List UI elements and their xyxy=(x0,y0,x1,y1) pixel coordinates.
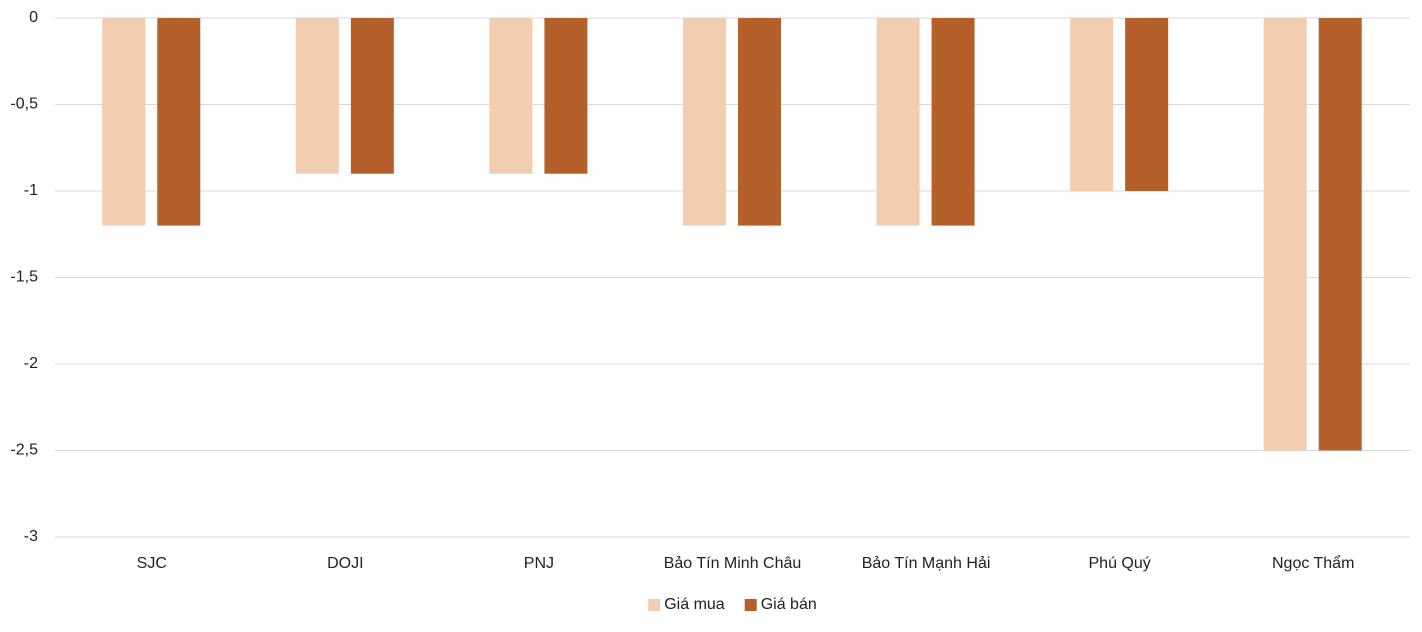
bar xyxy=(102,18,146,226)
y-tick-label: -3 xyxy=(24,528,38,545)
x-tick-label: Phú Quý xyxy=(1089,555,1151,572)
legend-label: Giá bán xyxy=(761,596,817,613)
bar xyxy=(544,18,588,174)
bar xyxy=(1125,18,1169,191)
bar xyxy=(683,18,726,226)
legend-label: Giá mua xyxy=(664,596,725,613)
bar xyxy=(350,18,394,174)
y-tick-label: -2,5 xyxy=(10,442,38,459)
x-tick-label: Ngọc Thẩm xyxy=(1272,554,1354,572)
x-tick-label: SJC xyxy=(137,555,167,572)
bar xyxy=(157,18,201,226)
y-tick-label: 0 xyxy=(29,9,38,26)
bar xyxy=(876,18,920,226)
bar xyxy=(489,18,533,174)
bar xyxy=(1263,18,1307,451)
x-tick-label: Bảo Tín Mạnh Hải xyxy=(862,555,991,572)
legend-swatch xyxy=(648,599,661,611)
y-tick-label: -2 xyxy=(24,355,38,372)
bar xyxy=(295,18,339,174)
legend-swatch xyxy=(744,599,757,611)
y-tick-label: -0,5 xyxy=(10,96,38,113)
x-tick-label: DOJI xyxy=(327,555,363,572)
bar xyxy=(1318,18,1362,451)
bar xyxy=(931,18,975,226)
x-tick-label: PNJ xyxy=(524,555,554,572)
y-tick-label: -1 xyxy=(24,182,38,199)
x-tick-label: Bảo Tín Minh Châu xyxy=(664,555,802,572)
y-tick-label: -1,5 xyxy=(10,269,38,286)
bar xyxy=(1070,18,1114,191)
bar xyxy=(738,18,781,226)
